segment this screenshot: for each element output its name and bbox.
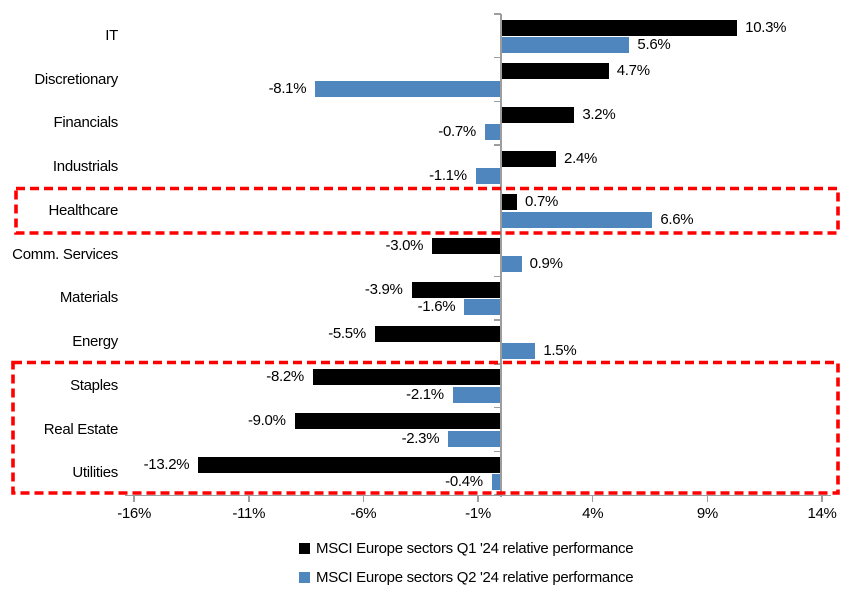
- value-label: -1.6%: [417, 298, 456, 316]
- q2-series-label: MSCI Europe sectors Q2 '24 relative perf…: [316, 568, 634, 586]
- x-axis-tick: [133, 494, 135, 502]
- value-label: -2.3%: [401, 429, 440, 447]
- value-label: 10.3%: [745, 18, 787, 36]
- q2-bar-comm-services: [501, 255, 522, 272]
- y-axis-tick: [494, 13, 501, 15]
- value-label: 2.4%: [564, 149, 598, 167]
- y-axis-line: [500, 14, 502, 497]
- y-axis-tick: [494, 406, 501, 409]
- category-label-industrials: Industrials: [52, 158, 118, 176]
- x-axis-tick: [362, 494, 365, 502]
- value-label: 0.9%: [529, 254, 563, 272]
- category-label-discretionary: Discretionary: [34, 70, 118, 88]
- q2-bar-materials: [464, 299, 501, 316]
- category-label-it: IT: [105, 27, 118, 44]
- q2-bar-financials: [484, 124, 501, 141]
- value-label: -2.1%: [406, 385, 444, 403]
- q1-bar-utilities: [198, 456, 501, 473]
- value-label: -9.0%: [247, 412, 286, 430]
- value-label: 6.6%: [660, 210, 694, 228]
- value-label: 3.2%: [582, 105, 616, 123]
- y-axis-tick: [494, 100, 501, 103]
- y-axis-tick: [494, 56, 501, 59]
- value-label: 0.7%: [525, 193, 559, 211]
- x-axis-tick-label: -11%: [232, 505, 266, 522]
- category-label-materials: Materials: [59, 289, 118, 307]
- q1-bar-it: [501, 19, 738, 36]
- q1-bar-staples: [312, 369, 501, 386]
- value-label: -8.1%: [268, 79, 307, 97]
- x-axis-tick: [477, 494, 479, 502]
- category-label-healthcare: Healthcare: [48, 201, 118, 219]
- category-label-comm-services: Comm. Services: [12, 245, 118, 263]
- y-axis-tick: [494, 231, 501, 234]
- y-axis-tick: [494, 450, 501, 453]
- value-label: -5.5%: [328, 324, 366, 342]
- y-axis-tick: [494, 363, 501, 365]
- q2-bar-energy: [501, 343, 536, 360]
- value-label: 5.6%: [637, 36, 671, 53]
- value-label: -3.9%: [364, 280, 403, 298]
- x-axis-tick-label: 9%: [696, 505, 718, 522]
- q2-bar-discretionary: [315, 80, 501, 97]
- category-label-staples: Staples: [70, 376, 118, 394]
- q2-bar-real-estate: [448, 430, 501, 447]
- q1-bar-financials: [501, 106, 575, 123]
- value-label: -13.2%: [143, 455, 190, 473]
- q1-bar-energy: [374, 325, 501, 342]
- x-axis-tick: [591, 494, 594, 502]
- value-label: 4.7%: [616, 62, 650, 80]
- value-label: -0.7%: [438, 123, 476, 141]
- q1-bar-comm-services: [432, 238, 501, 255]
- q2-bar-it: [501, 37, 630, 53]
- q1-bar-materials: [411, 281, 501, 298]
- y-axis-tick: [494, 275, 501, 278]
- y-axis-tick: [494, 319, 501, 321]
- category-label-utilities: Utilities: [72, 464, 118, 482]
- x-axis-tick-label: 14%: [807, 505, 837, 522]
- q1-bar-discretionary: [501, 63, 609, 80]
- x-axis-tick-label: 4%: [582, 505, 604, 522]
- q2-series-swatch: [299, 571, 310, 583]
- y-axis-tick: [494, 188, 501, 190]
- q2-bar-healthcare: [501, 211, 653, 228]
- q1-series-swatch: [299, 542, 310, 554]
- x-axis-tick-label: -6%: [350, 505, 377, 522]
- q1-bar-real-estate: [294, 413, 501, 430]
- y-axis-tick: [494, 144, 501, 146]
- value-label: -0.4%: [445, 473, 483, 491]
- value-label: -8.2%: [266, 368, 304, 386]
- x-axis-tick: [706, 494, 709, 502]
- value-label: -1.1%: [429, 167, 467, 185]
- category-label-real-estate: Real Estate: [43, 420, 119, 438]
- x-axis-tick-label: -16%: [117, 505, 152, 522]
- legend-item-q2: MSCI Europe sectors Q2 '24 relative perf…: [299, 568, 634, 586]
- x-axis-tick: [248, 494, 250, 502]
- healthcare-highlight-box: [14, 186, 840, 235]
- category-label-financials: Financials: [53, 114, 118, 132]
- q1-bar-healthcare: [501, 194, 518, 211]
- q1-series-label: MSCI Europe sectors Q1 '24 relative perf…: [316, 539, 634, 557]
- category-label-energy: Energy: [72, 333, 118, 351]
- q1-bar-industrials: [501, 150, 557, 167]
- value-label: -3.0%: [385, 237, 424, 255]
- legend-item-q1: MSCI Europe sectors Q1 '24 relative perf…: [299, 539, 634, 557]
- x-axis-tick-label: -1%: [465, 505, 491, 522]
- q2-bar-staples: [452, 386, 501, 403]
- x-axis-tick: [821, 494, 823, 502]
- value-label: 1.5%: [543, 342, 577, 360]
- q2-bar-industrials: [475, 168, 501, 185]
